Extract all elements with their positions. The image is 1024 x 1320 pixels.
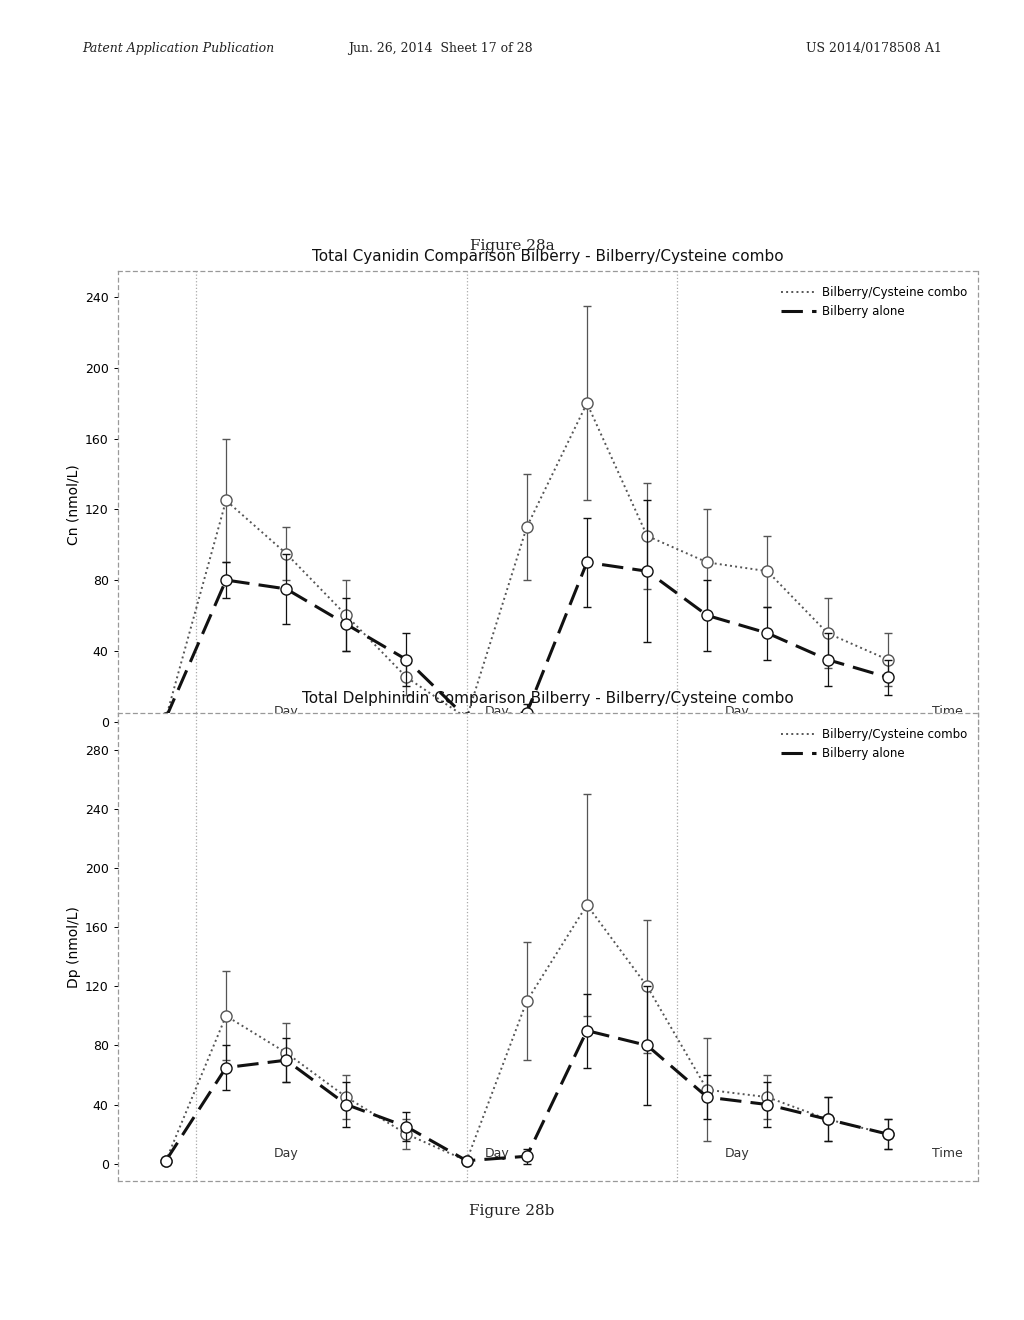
Text: Day: Day	[484, 1147, 509, 1160]
Legend: Bilberry/Cysteine combo, Bilberry alone: Bilberry/Cysteine combo, Bilberry alone	[776, 281, 972, 322]
Title: Total Delphinidin Comparison Bilberry - Bilberry/Cysteine combo: Total Delphinidin Comparison Bilberry - …	[302, 692, 794, 706]
Title: Total Cyanidin Comparison Bilberry - Bilberry/Cysteine combo: Total Cyanidin Comparison Bilberry - Bil…	[312, 249, 783, 264]
Text: Time: Time	[933, 705, 964, 718]
Text: Day: Day	[273, 705, 299, 718]
Text: Figure 28a: Figure 28a	[470, 239, 554, 253]
Text: Jun. 26, 2014  Sheet 17 of 28: Jun. 26, 2014 Sheet 17 of 28	[348, 42, 532, 55]
Y-axis label: Cn (nmol/L): Cn (nmol/L)	[67, 465, 81, 545]
Text: Day: Day	[484, 705, 509, 718]
Text: US 2014/0178508 A1: US 2014/0178508 A1	[806, 42, 942, 55]
Text: Figure 28b: Figure 28b	[469, 1204, 555, 1218]
Text: Day: Day	[273, 1147, 299, 1160]
Text: Day: Day	[725, 705, 750, 718]
Y-axis label: Dp (nmol/L): Dp (nmol/L)	[67, 906, 81, 989]
Legend: Bilberry/Cysteine combo, Bilberry alone: Bilberry/Cysteine combo, Bilberry alone	[776, 723, 972, 764]
Text: Patent Application Publication: Patent Application Publication	[82, 42, 274, 55]
Text: Time: Time	[933, 1147, 964, 1160]
Text: Day: Day	[725, 1147, 750, 1160]
